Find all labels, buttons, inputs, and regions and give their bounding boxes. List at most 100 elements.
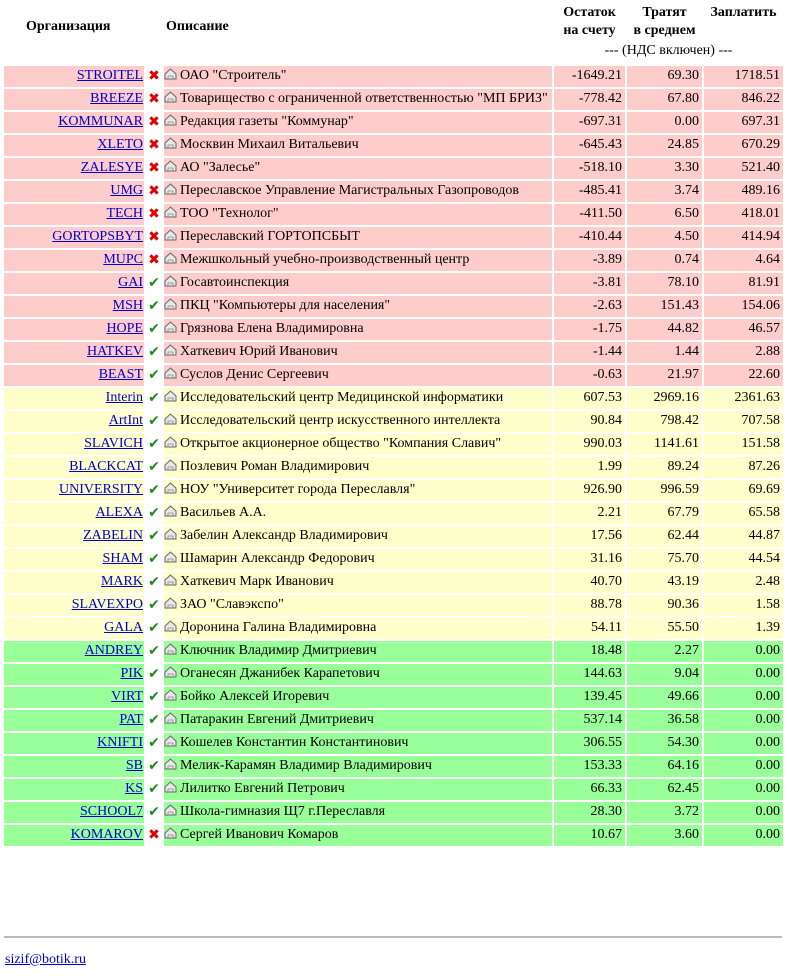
org-link[interactable]: ArtInt	[108, 413, 143, 428]
pay-cell: 0.00	[704, 733, 783, 754]
org-link[interactable]: ZALESYE	[80, 160, 143, 175]
home-icon	[164, 757, 177, 770]
org-cell: XLETO	[4, 135, 144, 156]
org-link[interactable]: TECH	[106, 206, 143, 221]
desc-cell: Москвин Михаил Витальевич	[164, 135, 552, 156]
pay-cell: 69.69	[704, 480, 783, 501]
org-link[interactable]: PIK	[120, 666, 143, 681]
org-link[interactable]: HATKEV	[87, 344, 143, 359]
balance-cell: 2.21	[554, 503, 625, 524]
org-cell: VIRT	[4, 687, 144, 708]
org-link[interactable]: STROITEL	[76, 68, 143, 83]
org-link[interactable]: MARK	[100, 574, 143, 589]
footer-email-link[interactable]: sizif@botik.ru	[5, 952, 86, 967]
avg-spend-cell: 36.58	[627, 710, 702, 731]
org-link[interactable]: SB	[125, 758, 143, 773]
pay-cell: 846.22	[704, 89, 783, 110]
balance-cell: 54.11	[554, 618, 625, 639]
check-icon: ✔	[148, 459, 160, 475]
check-icon: ✔	[148, 643, 160, 659]
table-row: MARK ✔ Хаткевич Марк Иванович 40.70 43.19 2.4…	[4, 572, 783, 593]
org-cell: GAI	[4, 273, 144, 294]
desc-cell: АО "Залесье"	[164, 158, 552, 179]
col-header-balance-line1: Остаток	[563, 5, 616, 20]
org-link[interactable]: XLETO	[97, 137, 143, 152]
org-cell: MUPC	[4, 250, 144, 271]
org-link[interactable]: SHAM	[102, 551, 143, 566]
home-icon	[164, 826, 177, 839]
desc-cell: Госавтоинспекция	[164, 273, 552, 294]
org-link[interactable]: UMG	[110, 183, 143, 198]
col-header-balance-line2: на счету	[563, 23, 616, 38]
org-link[interactable]: UNIVERSITY	[59, 482, 143, 497]
table-row: KOMMUNAR ✖ Редакция газеты "Коммунар" -697.…	[4, 112, 783, 133]
desc-cell: Товарищество с ограниченной ответственно…	[164, 89, 552, 110]
org-link[interactable]: MSH	[112, 298, 143, 313]
org-link[interactable]: KS	[125, 781, 143, 796]
org-cell: PIK	[4, 664, 144, 685]
avg-spend-cell: 0.74	[627, 250, 702, 271]
status-cell: ✔	[146, 802, 162, 823]
desc-text: Васильев А.А.	[180, 505, 267, 520]
avg-spend-cell: 54.30	[627, 733, 702, 754]
desc-cell: Открытое акционерное общество "Компания …	[164, 434, 552, 455]
desc-cell: Переславское Управление Магистральных Га…	[164, 181, 552, 202]
desc-cell: Исследовательский центр искусственного и…	[164, 411, 552, 432]
home-icon	[164, 412, 177, 425]
org-link[interactable]: BEAST	[98, 367, 143, 382]
org-link[interactable]: GORTOPSBYT	[52, 229, 143, 244]
org-cell: SLAVEXPO	[4, 595, 144, 616]
col-header-avg: Тратят в среднем	[627, 4, 702, 40]
cross-icon: ✖	[148, 183, 160, 199]
org-link[interactable]: SLAVICH	[84, 436, 143, 451]
status-cell: ✔	[146, 756, 162, 777]
org-link[interactable]: GAI	[118, 275, 143, 290]
table-row: SCHOOL7 ✔ Школа-гимназия Щ7 г.Переславля 28…	[4, 802, 783, 823]
avg-spend-cell: 24.85	[627, 135, 702, 156]
avg-spend-cell: 3.30	[627, 158, 702, 179]
org-link[interactable]: BREEZE	[90, 91, 143, 106]
table-row: BLACKCAT ✔ Позлевич Роман Владимирович 1.99…	[4, 457, 783, 478]
org-link[interactable]: KOMMUNAR	[58, 114, 143, 129]
home-icon	[164, 159, 177, 172]
table-header-row: Организация Описание Остаток на счету Тр…	[4, 4, 783, 40]
desc-text: Исследовательский центр Медицинской инфо…	[180, 390, 504, 405]
pay-cell: 2361.63	[704, 388, 783, 409]
avg-spend-cell: 69.30	[627, 66, 702, 87]
balance-cell: 139.45	[554, 687, 625, 708]
org-link[interactable]: SLAVEXPO	[71, 597, 143, 612]
org-link[interactable]: BLACKCAT	[69, 459, 143, 474]
org-link[interactable]: HOPE	[106, 321, 143, 336]
avg-spend-cell: 3.74	[627, 181, 702, 202]
avg-spend-cell: 996.59	[627, 480, 702, 501]
org-link[interactable]: ANDREY	[84, 643, 143, 658]
balance-cell: -2.63	[554, 296, 625, 317]
desc-text: ТОО "Технолог"	[180, 206, 279, 221]
status-cell: ✖	[146, 250, 162, 271]
org-link[interactable]: KNIFTI	[97, 735, 143, 750]
table-row: GAI ✔ Госавтоинспекция -3.81 78.10 81.91	[4, 273, 783, 294]
org-link[interactable]: MUPC	[103, 252, 143, 267]
avg-spend-cell: 2969.16	[627, 388, 702, 409]
org-link[interactable]: ALEXA	[95, 505, 143, 520]
desc-text: Школа-гимназия Щ7 г.Переславля	[180, 804, 386, 819]
cross-icon: ✖	[148, 91, 160, 107]
org-link[interactable]: Interin	[105, 390, 143, 405]
org-link[interactable]: GALA	[104, 620, 143, 635]
pay-cell: 0.00	[704, 687, 783, 708]
org-link[interactable]: SCHOOL7	[79, 804, 143, 819]
home-icon	[164, 596, 177, 609]
balance-cell: -645.43	[554, 135, 625, 156]
status-cell: ✔	[146, 503, 162, 524]
balance-cell: 153.33	[554, 756, 625, 777]
org-cell: HOPE	[4, 319, 144, 340]
status-cell: ✔	[146, 365, 162, 386]
balance-cell: 66.33	[554, 779, 625, 800]
balance-cell: 10.67	[554, 825, 625, 846]
col-header-balance: Остаток на счету	[554, 4, 625, 40]
table-row: PIK ✔ Оганесян Джанибек Карапетович 144.63 9…	[4, 664, 783, 685]
org-link[interactable]: ZABELIN	[83, 528, 143, 543]
org-link[interactable]: VIRT	[111, 689, 143, 704]
org-link[interactable]: PAT	[119, 712, 143, 727]
org-link[interactable]: KOMAROV	[70, 827, 143, 842]
